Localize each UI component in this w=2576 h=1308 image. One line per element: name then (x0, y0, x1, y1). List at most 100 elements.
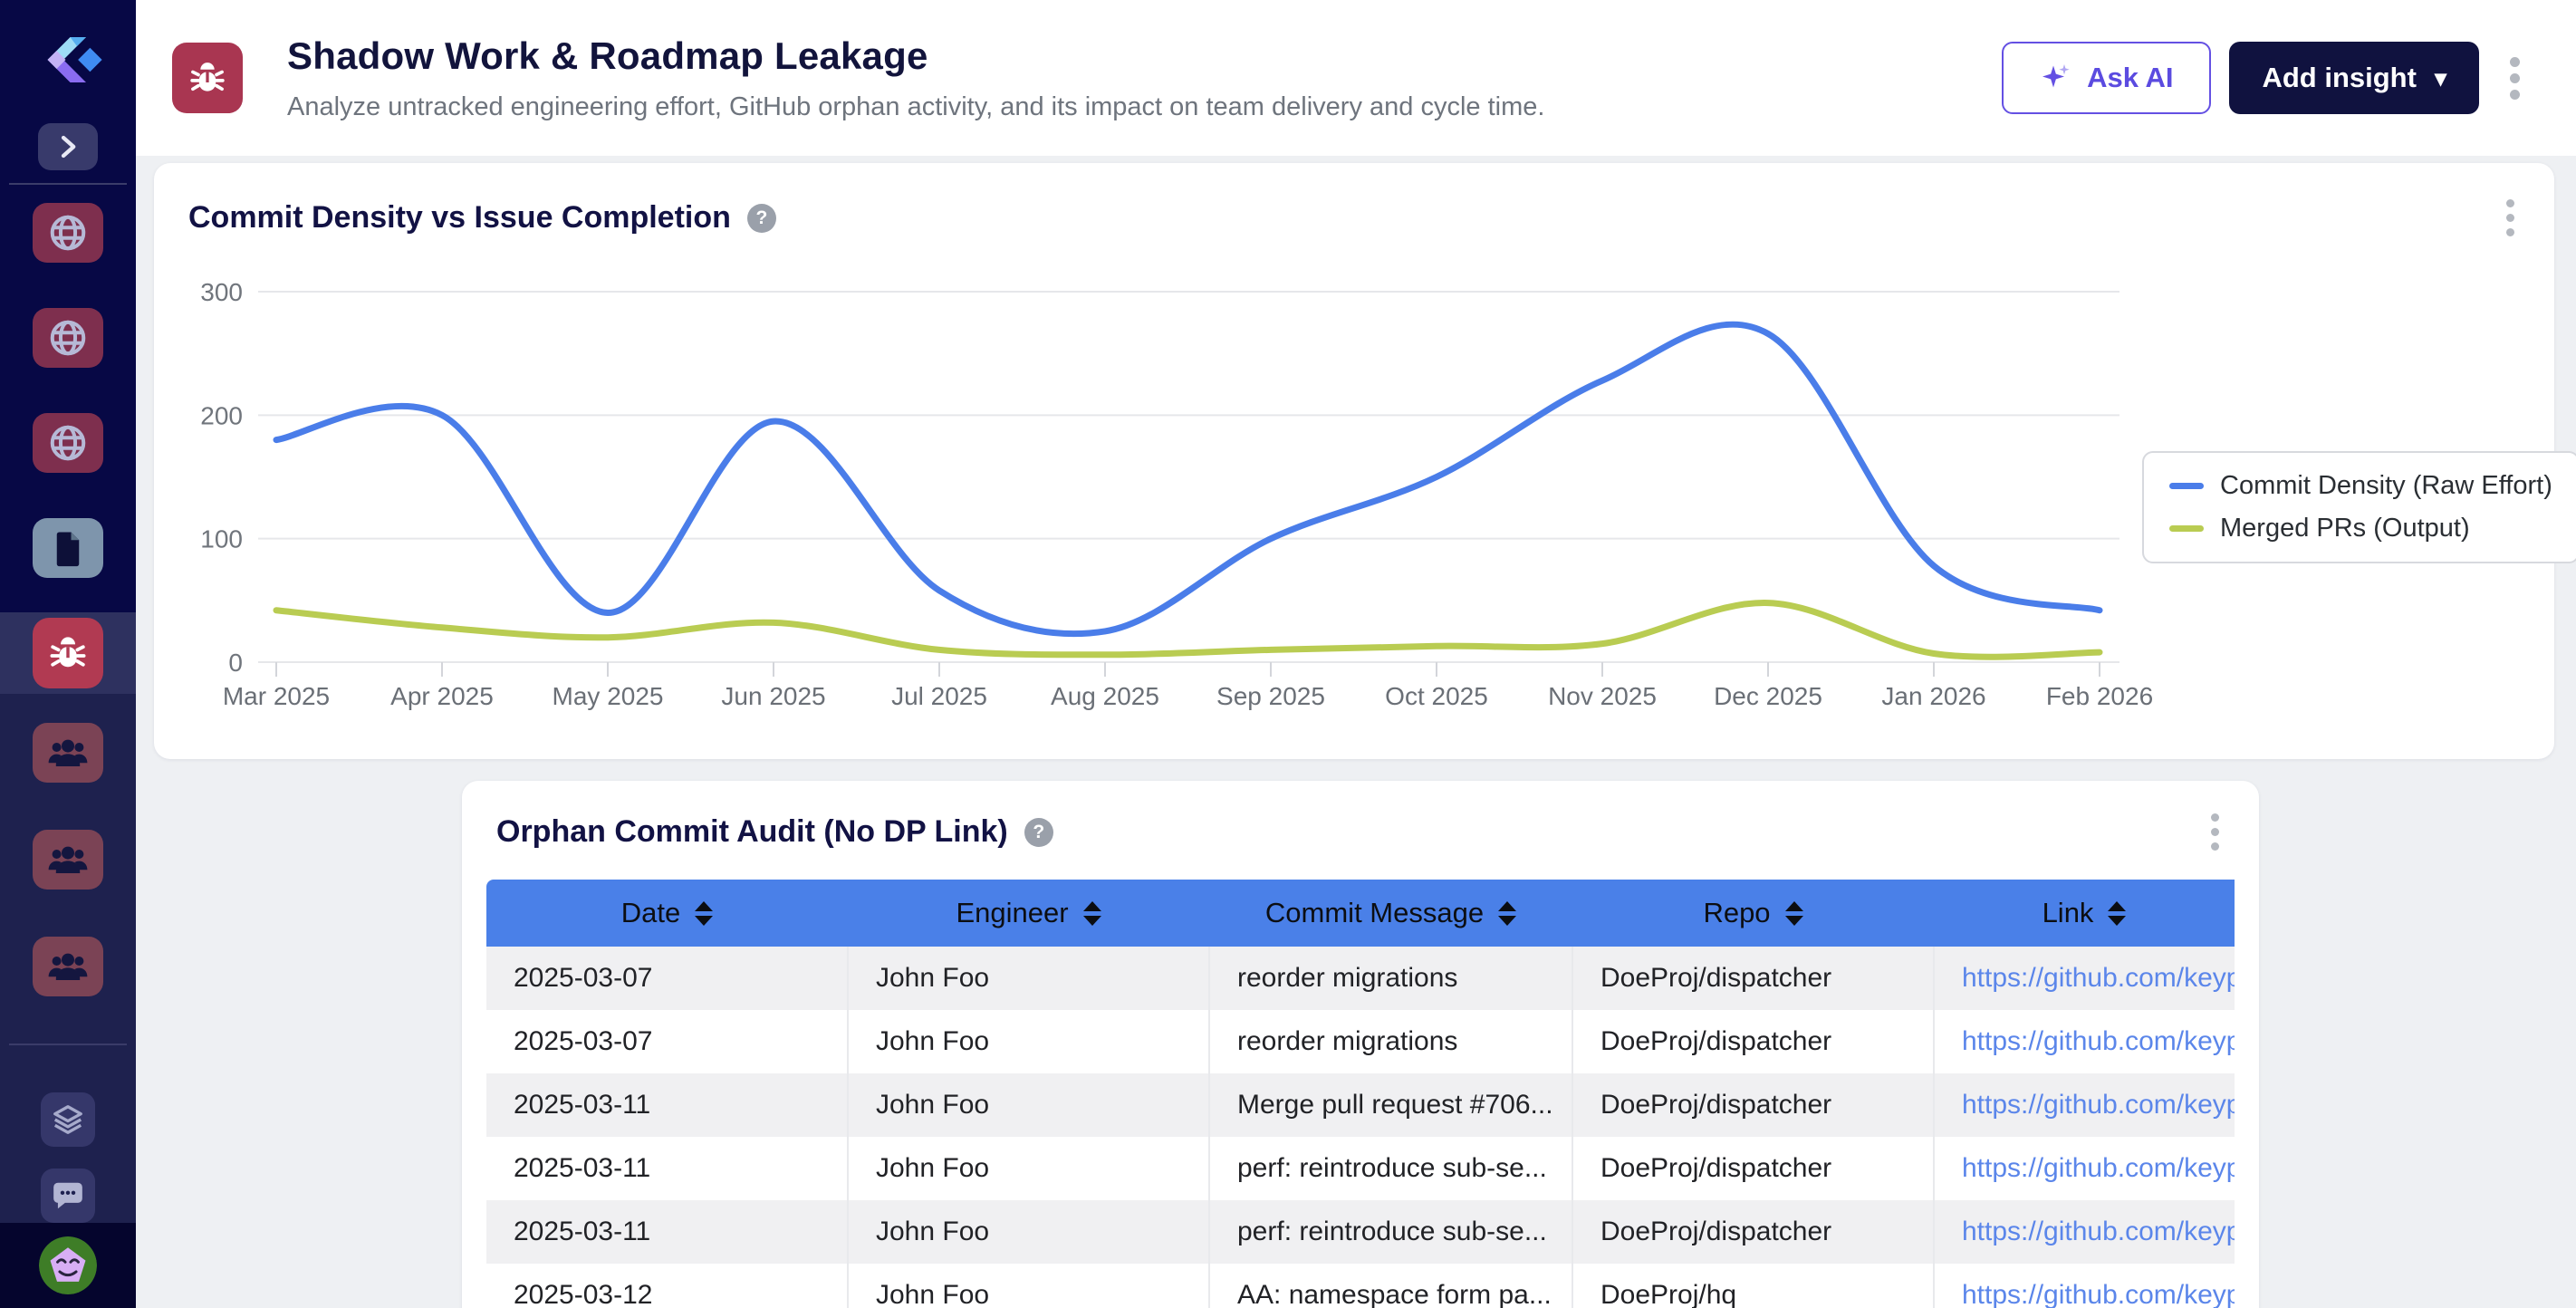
page-title: Shadow Work & Roadmap Leakage (287, 34, 928, 77)
sidebar-active-row (0, 612, 136, 695)
help-icon[interactable]: ? (1024, 817, 1053, 847)
column-header-label: Commit Message (1264, 897, 1485, 928)
legend-item[interactable]: Merged PRs (Output) (2169, 514, 2552, 543)
users-icon (48, 739, 88, 767)
svg-text:Jul 2025: Jul 2025 (891, 682, 987, 710)
page-header: Shadow Work & Roadmap Leakage Analyze un… (136, 0, 2576, 156)
column-header-repo[interactable]: Repo (1572, 880, 1934, 947)
ask-ai-button[interactable]: Ask AI (2002, 42, 2212, 114)
table-cell: DoeProj/dispatcher (1572, 1010, 1934, 1073)
layers-icon (53, 1105, 82, 1135)
sort-icon (2108, 900, 2127, 926)
svg-text:300: 300 (200, 278, 243, 306)
sidebar (0, 0, 136, 1308)
users-icon (48, 846, 88, 874)
column-header-label: Repo (1703, 897, 1771, 928)
table-row: 2025-03-11 John Foo perf: reintroduce sub-… (486, 1137, 2235, 1200)
table-cell: John Foo (847, 1200, 1209, 1264)
page-menu-button[interactable] (2499, 48, 2531, 109)
page-icon (172, 43, 243, 113)
svg-text:Feb 2026: Feb 2026 (2046, 682, 2153, 710)
table-cell: reorder migrations (1208, 947, 1572, 1010)
legend-swatch (2169, 525, 2204, 532)
column-header-engineer[interactable]: Engineer (848, 880, 1209, 947)
sidebar-item-team-2[interactable] (33, 830, 103, 890)
sort-icon (695, 900, 714, 926)
commit-link[interactable]: https://github.com/keyp (1933, 1264, 2235, 1308)
sparkle-icon (2043, 64, 2070, 88)
table-row: 2025-03-11 John Foo Merge pull request #70… (486, 1073, 2235, 1137)
legend-item[interactable]: Commit Density (Raw Effort) (2169, 471, 2552, 501)
line-chart: 0 100 200 300 Mar 2025 Apr 2025 May 2025 Jun 20… (200, 278, 2153, 710)
chevron-right-icon (61, 136, 76, 159)
globe-icon (50, 320, 86, 356)
table-cell: 2025-03-11 (514, 1090, 651, 1120)
table-cell: John Foo (847, 1264, 1209, 1308)
sort-icon (1498, 900, 1517, 926)
column-header-label: Date (620, 897, 681, 928)
table-cell: DoeProj/hq (1572, 1264, 1934, 1308)
sidebar-item-chat[interactable] (41, 1169, 95, 1224)
sidebar-item-shadow-work[interactable] (33, 618, 103, 689)
sidebar-item-globe-1[interactable] (33, 203, 103, 264)
svg-text:100: 100 (200, 525, 243, 553)
app-logo[interactable] (0, 0, 136, 123)
logo-icon (47, 37, 102, 82)
sidebar-item-layers[interactable] (41, 1092, 95, 1148)
page-subtitle: Analyze untracked engineering effort, Gi… (287, 91, 1545, 121)
svg-text:Oct 2025: Oct 2025 (1385, 682, 1488, 710)
svg-text:May 2025: May 2025 (553, 682, 664, 710)
ask-ai-label: Ask AI (2087, 62, 2174, 93)
table-cell: perf: reintroduce sub-se... (1208, 1200, 1572, 1264)
svg-text:Jan 2026: Jan 2026 (1881, 682, 1985, 710)
commit-link[interactable]: https://github.com/keyp (1933, 1010, 2235, 1073)
globe-icon (50, 425, 86, 461)
chart-menu-button[interactable] (2499, 194, 2522, 242)
sidebar-divider (9, 183, 127, 186)
table-menu-button[interactable] (2204, 808, 2226, 856)
table-cell: John Foo (847, 1010, 1209, 1073)
commit-link[interactable]: https://github.com/keyp (1933, 1137, 2235, 1200)
commit-link[interactable]: https://github.com/keyp (1933, 947, 2235, 1010)
sidebar-footer (0, 1223, 136, 1308)
legend-swatch (2169, 483, 2204, 489)
sort-icon (1082, 900, 1101, 926)
sidebar-item-globe-3[interactable] (33, 413, 103, 474)
globe-icon (50, 215, 86, 251)
table-row: 2025-03-11 John Foo perf: reintroduce sub-… (486, 1200, 2235, 1264)
user-avatar[interactable] (39, 1236, 97, 1295)
table-cell: 2025-03-07 (514, 963, 653, 993)
table-cell: AA: namespace form pa... (1208, 1264, 1572, 1308)
commit-link[interactable]: https://github.com/keyp (1933, 1200, 2235, 1264)
table-title: Orphan Commit Audit (No DP Link) (496, 814, 1008, 849)
svg-text:Mar 2025: Mar 2025 (223, 682, 330, 710)
table-cell: John Foo (847, 1073, 1209, 1137)
column-header-label: Link (2042, 897, 2094, 928)
legend-label: Merged PRs (Output) (2220, 514, 2470, 543)
svg-text:0: 0 (228, 649, 243, 677)
column-header-link[interactable]: Link (1934, 880, 2235, 947)
table-card: Orphan Commit Audit (No DP Link) ? Date E… (462, 781, 2259, 1308)
sidebar-item-document[interactable] (33, 518, 103, 579)
table-cell: John Foo (847, 1137, 1209, 1200)
column-header-date[interactable]: Date (486, 880, 848, 947)
svg-text:Jun 2025: Jun 2025 (721, 682, 825, 710)
bug-icon (50, 637, 86, 668)
commit-link[interactable]: https://github.com/keyp (1933, 1073, 2235, 1137)
sidebar-item-team-1[interactable] (33, 723, 103, 784)
table-cell: 2025-03-11 (514, 1217, 651, 1246)
table-cell: 2025-03-07 (514, 1026, 653, 1056)
sidebar-item-globe-2[interactable] (33, 308, 103, 369)
svg-text:Nov 2025: Nov 2025 (1548, 682, 1657, 710)
sidebar-divider (9, 1044, 127, 1046)
add-insight-button[interactable]: Add insight ▾ (2229, 42, 2479, 114)
svg-text:Aug 2025: Aug 2025 (1051, 682, 1159, 710)
avatar-icon (39, 1236, 97, 1295)
table-cell: DoeProj/dispatcher (1572, 1200, 1934, 1264)
chart-card: Commit Density vs Issue Completion ? 0 10… (154, 163, 2576, 759)
chat-icon (53, 1182, 82, 1209)
sidebar-item-team-3[interactable] (33, 937, 103, 997)
sidebar-collapse-button[interactable] (38, 123, 98, 171)
column-header-commit-message[interactable]: Commit Message (1209, 880, 1572, 947)
help-icon[interactable]: ? (746, 203, 776, 233)
